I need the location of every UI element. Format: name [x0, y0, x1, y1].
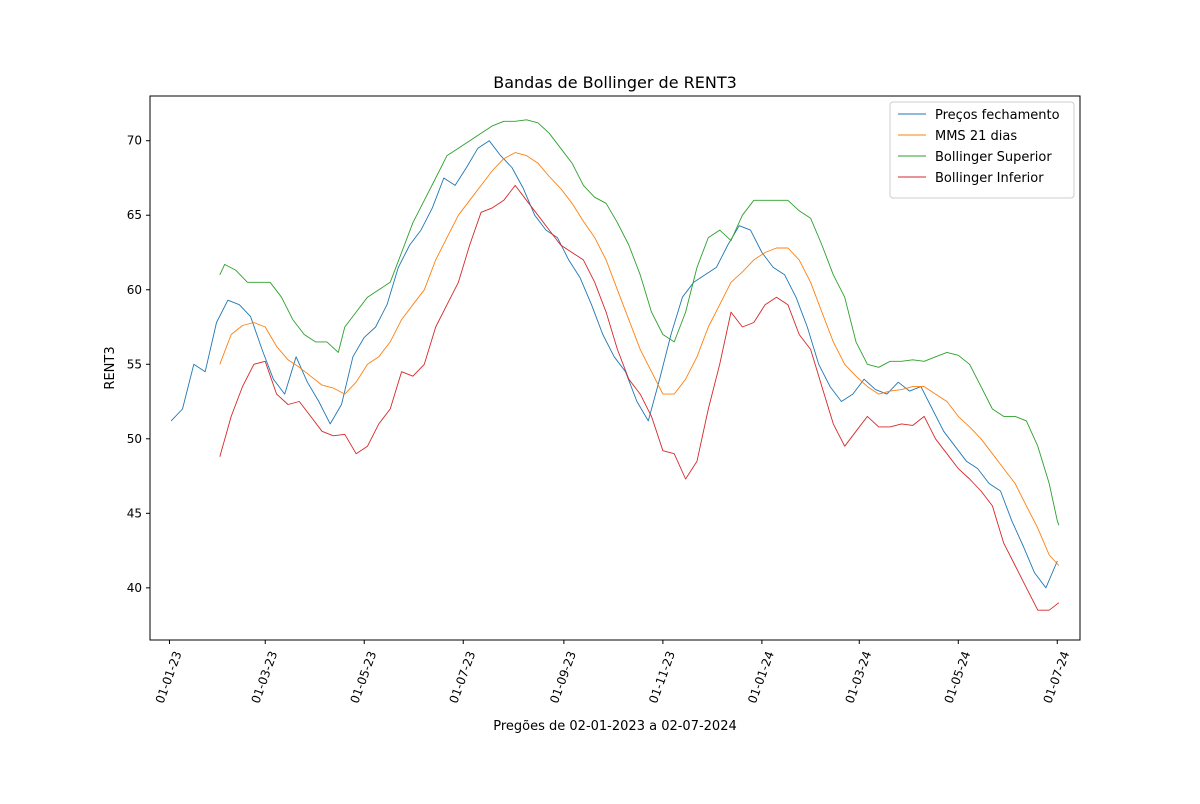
plot-frame	[149, 95, 1081, 641]
y-tick-label: 70	[127, 134, 142, 148]
y-tick-label: 55	[127, 357, 142, 371]
x-axis-label: Pregões de 02-01-2023 a 02-07-2024	[493, 719, 737, 734]
chart-title: Bandas de Bollinger de RENT3	[493, 73, 737, 92]
legend-label: MMS 21 dias	[935, 129, 1017, 144]
series-line-0	[170, 140, 1058, 589]
legend-label: Bollinger Inferior	[935, 171, 1044, 186]
y-tick-label: 45	[127, 506, 142, 520]
y-tick-label: 65	[127, 208, 142, 222]
series-line-3	[219, 184, 1060, 611]
legend-box	[889, 101, 1075, 199]
y-tick-label: 50	[127, 432, 142, 446]
legend-label: Preços fechamento	[935, 108, 1060, 123]
legend: Preços fechamento MMS 21 dias Bollinger Su…	[889, 101, 1075, 199]
y-tick-label: 40	[127, 581, 142, 595]
series-line-1	[219, 152, 1060, 566]
legend-label: Bollinger Superior	[935, 150, 1052, 165]
series-line-2	[219, 119, 1060, 526]
y-axis: 40 45 50 55 60 65 70	[127, 134, 150, 595]
y-tick-label: 60	[127, 283, 142, 297]
series-layer	[170, 119, 1060, 611]
y-axis-label: RENT3	[103, 346, 118, 389]
